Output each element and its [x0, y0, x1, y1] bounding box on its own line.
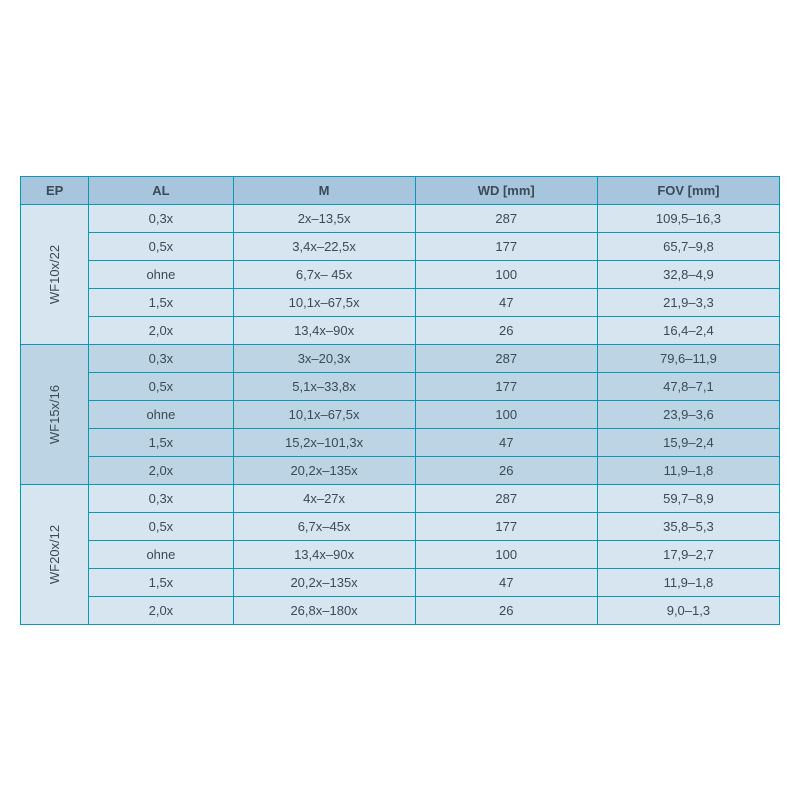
- ep-cell: WF15x/16: [21, 344, 89, 484]
- table-row: 0,5x5,1x–33,8x17747,8–7,1: [21, 372, 780, 400]
- optics-table-container: EPALMWD [mm]FOV [mm] WF10x/220,3x2x–13,5…: [20, 176, 780, 625]
- col-header-2: M: [233, 176, 415, 204]
- data-cell: 100: [415, 260, 597, 288]
- col-header-3: WD [mm]: [415, 176, 597, 204]
- data-cell: 35,8–5,3: [597, 512, 779, 540]
- table-row: ohne13,4x–90x10017,9–2,7: [21, 540, 780, 568]
- data-cell: 2,0x: [89, 456, 233, 484]
- data-cell: ohne: [89, 260, 233, 288]
- data-cell: 0,3x: [89, 344, 233, 372]
- data-cell: 4x–27x: [233, 484, 415, 512]
- col-header-4: FOV [mm]: [597, 176, 779, 204]
- table-row: WF15x/160,3x3x–20,3x28779,6–11,9: [21, 344, 780, 372]
- ep-cell: WF10x/22: [21, 204, 89, 344]
- data-cell: 20,2x–135x: [233, 456, 415, 484]
- data-cell: 21,9–3,3: [597, 288, 779, 316]
- data-cell: ohne: [89, 400, 233, 428]
- table-row: ohne10,1x–67,5x10023,9–3,6: [21, 400, 780, 428]
- data-cell: 0,5x: [89, 372, 233, 400]
- table-row: 2,0x20,2x–135x2611,9–1,8: [21, 456, 780, 484]
- table-row: WF10x/220,3x2x–13,5x287109,5–16,3: [21, 204, 780, 232]
- data-cell: 11,9–1,8: [597, 456, 779, 484]
- data-cell: 2x–13,5x: [233, 204, 415, 232]
- data-cell: 59,7–8,9: [597, 484, 779, 512]
- table-row: 2,0x26,8x–180x269,0–1,3: [21, 596, 780, 624]
- data-cell: 1,5x: [89, 568, 233, 596]
- data-cell: 0,5x: [89, 232, 233, 260]
- data-cell: 9,0–1,3: [597, 596, 779, 624]
- table-row: 1,5x20,2x–135x4711,9–1,8: [21, 568, 780, 596]
- data-cell: 47,8–7,1: [597, 372, 779, 400]
- data-cell: 26: [415, 596, 597, 624]
- data-cell: 100: [415, 540, 597, 568]
- data-cell: 10,1x–67,5x: [233, 400, 415, 428]
- data-cell: 47: [415, 428, 597, 456]
- data-cell: 11,9–1,8: [597, 568, 779, 596]
- data-cell: 100: [415, 400, 597, 428]
- data-cell: 0,3x: [89, 484, 233, 512]
- table-row: 0,5x3,4x–22,5x17765,7–9,8: [21, 232, 780, 260]
- data-cell: 109,5–16,3: [597, 204, 779, 232]
- data-cell: 3x–20,3x: [233, 344, 415, 372]
- table-header-row: EPALMWD [mm]FOV [mm]: [21, 176, 780, 204]
- data-cell: 65,7–9,8: [597, 232, 779, 260]
- data-cell: 20,2x–135x: [233, 568, 415, 596]
- data-cell: 47: [415, 568, 597, 596]
- data-cell: 79,6–11,9: [597, 344, 779, 372]
- data-cell: 26: [415, 456, 597, 484]
- col-header-0: EP: [21, 176, 89, 204]
- data-cell: 177: [415, 512, 597, 540]
- data-cell: 10,1x–67,5x: [233, 288, 415, 316]
- table-row: WF20x/120,3x4x–27x28759,7–8,9: [21, 484, 780, 512]
- data-cell: 177: [415, 232, 597, 260]
- table-row: 1,5x10,1x–67,5x4721,9–3,3: [21, 288, 780, 316]
- data-cell: 16,4–2,4: [597, 316, 779, 344]
- ep-label: WF15x/16: [47, 384, 62, 443]
- data-cell: ohne: [89, 540, 233, 568]
- data-cell: 23,9–3,6: [597, 400, 779, 428]
- data-cell: 6,7x–45x: [233, 512, 415, 540]
- data-cell: 3,4x–22,5x: [233, 232, 415, 260]
- data-cell: 287: [415, 204, 597, 232]
- ep-cell: WF20x/12: [21, 484, 89, 624]
- data-cell: 13,4x–90x: [233, 540, 415, 568]
- data-cell: 2,0x: [89, 316, 233, 344]
- data-cell: 287: [415, 484, 597, 512]
- data-cell: 1,5x: [89, 288, 233, 316]
- data-cell: 32,8–4,9: [597, 260, 779, 288]
- data-cell: 47: [415, 288, 597, 316]
- table-row: ohne6,7x– 45x10032,8–4,9: [21, 260, 780, 288]
- data-cell: 26,8x–180x: [233, 596, 415, 624]
- data-cell: 0,5x: [89, 512, 233, 540]
- data-cell: 13,4x–90x: [233, 316, 415, 344]
- data-cell: 5,1x–33,8x: [233, 372, 415, 400]
- data-cell: 0,3x: [89, 204, 233, 232]
- col-header-1: AL: [89, 176, 233, 204]
- data-cell: 287: [415, 344, 597, 372]
- data-cell: 2,0x: [89, 596, 233, 624]
- data-cell: 15,9–2,4: [597, 428, 779, 456]
- data-cell: 17,9–2,7: [597, 540, 779, 568]
- ep-label: WF10x/22: [47, 244, 62, 303]
- table-row: 2,0x13,4x–90x2616,4–2,4: [21, 316, 780, 344]
- data-cell: 6,7x– 45x: [233, 260, 415, 288]
- data-cell: 15,2x–101,3x: [233, 428, 415, 456]
- data-cell: 1,5x: [89, 428, 233, 456]
- ep-label: WF20x/12: [47, 524, 62, 583]
- optics-table: EPALMWD [mm]FOV [mm] WF10x/220,3x2x–13,5…: [20, 176, 780, 625]
- data-cell: 26: [415, 316, 597, 344]
- table-row: 0,5x6,7x–45x17735,8–5,3: [21, 512, 780, 540]
- table-row: 1,5x15,2x–101,3x4715,9–2,4: [21, 428, 780, 456]
- data-cell: 177: [415, 372, 597, 400]
